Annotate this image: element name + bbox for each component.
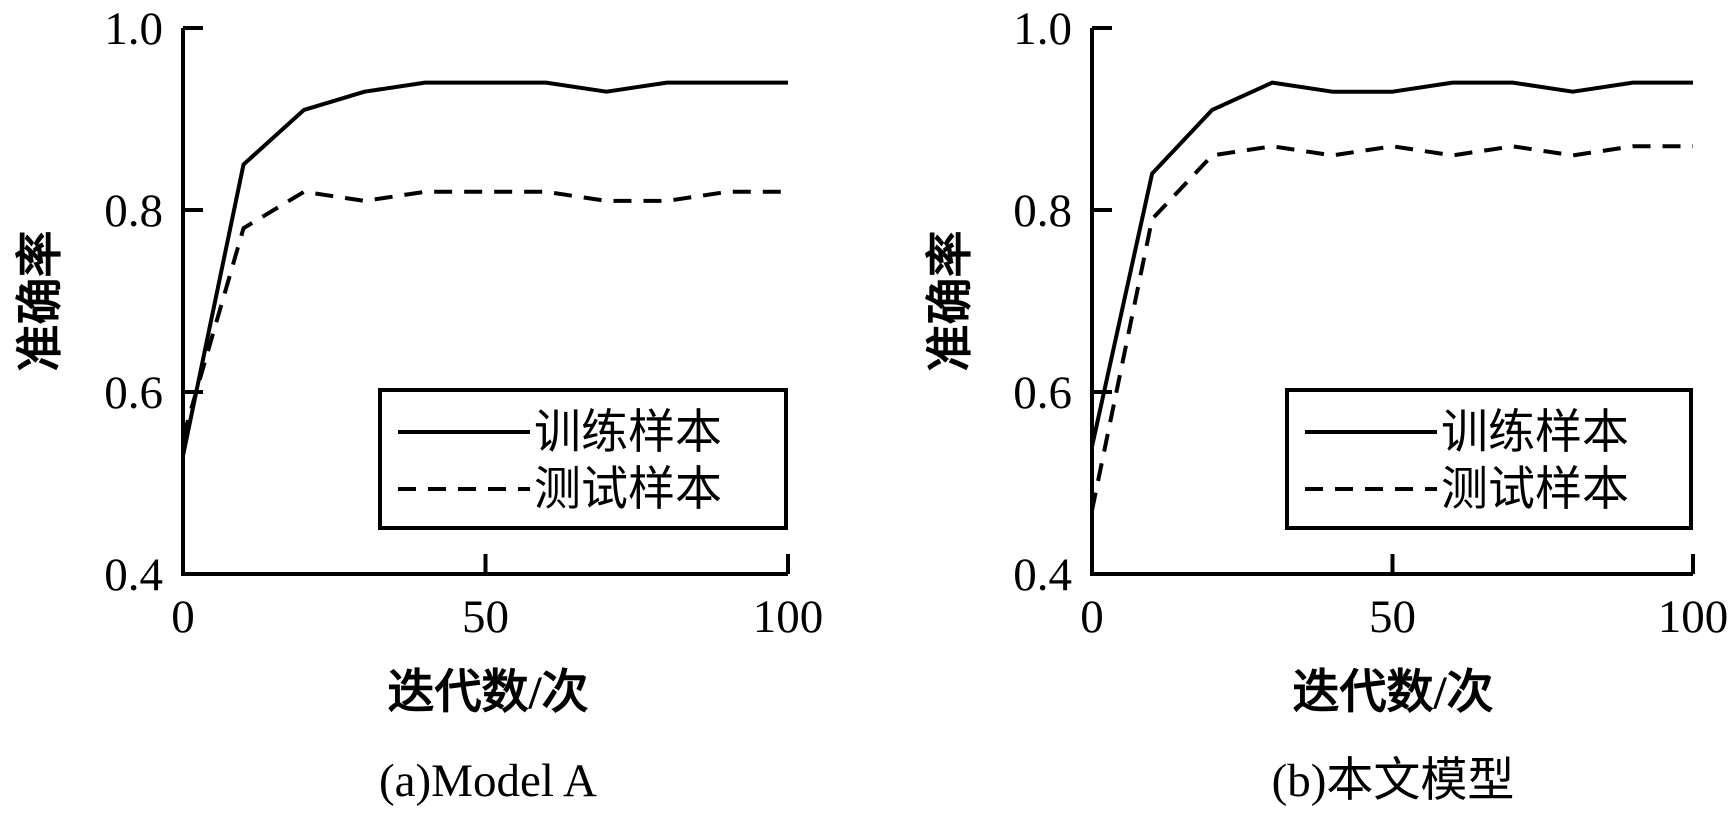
y-axis-title: 准确率 (925, 231, 977, 372)
legend-box (1285, 388, 1693, 530)
y-tick-label: 0.6 (1013, 367, 1072, 419)
y-tick-label: 1.0 (1013, 3, 1072, 55)
x-tick-label: 50 (1369, 591, 1416, 643)
series-line-train (181, 80, 788, 457)
legend-box (378, 388, 788, 530)
x-axis-title: 迭代数/次 (387, 667, 588, 719)
legend-label: 测试样本 (1441, 464, 1629, 516)
y-tick-label: 0.8 (1013, 185, 1072, 237)
x-tick-label: 100 (1658, 591, 1729, 643)
y-tick-label: 0.8 (104, 185, 163, 237)
y-tick-label: 0.4 (104, 549, 163, 601)
panel-caption: (a)Model A (379, 755, 597, 807)
x-tick-label: 100 (753, 591, 824, 643)
series-line-train (1090, 80, 1693, 448)
legend-label: 测试样本 (534, 464, 722, 516)
legend-label: 训练样本 (1441, 407, 1629, 459)
y-tick-label: 1.0 (104, 3, 163, 55)
panel-caption: (b)本文模型 (1272, 755, 1515, 807)
x-axis-title: 迭代数/次 (1292, 667, 1493, 719)
x-tick-label: 50 (462, 591, 509, 643)
legend-label: 训练样本 (534, 407, 722, 459)
series-line-test (181, 189, 788, 439)
y-tick-label: 0.4 (1013, 549, 1072, 601)
x-tick-label: 0 (1080, 591, 1104, 643)
y-tick-label: 0.6 (104, 367, 163, 419)
x-tick-label: 0 (171, 591, 195, 643)
y-axis-title: 准确率 (15, 231, 67, 372)
